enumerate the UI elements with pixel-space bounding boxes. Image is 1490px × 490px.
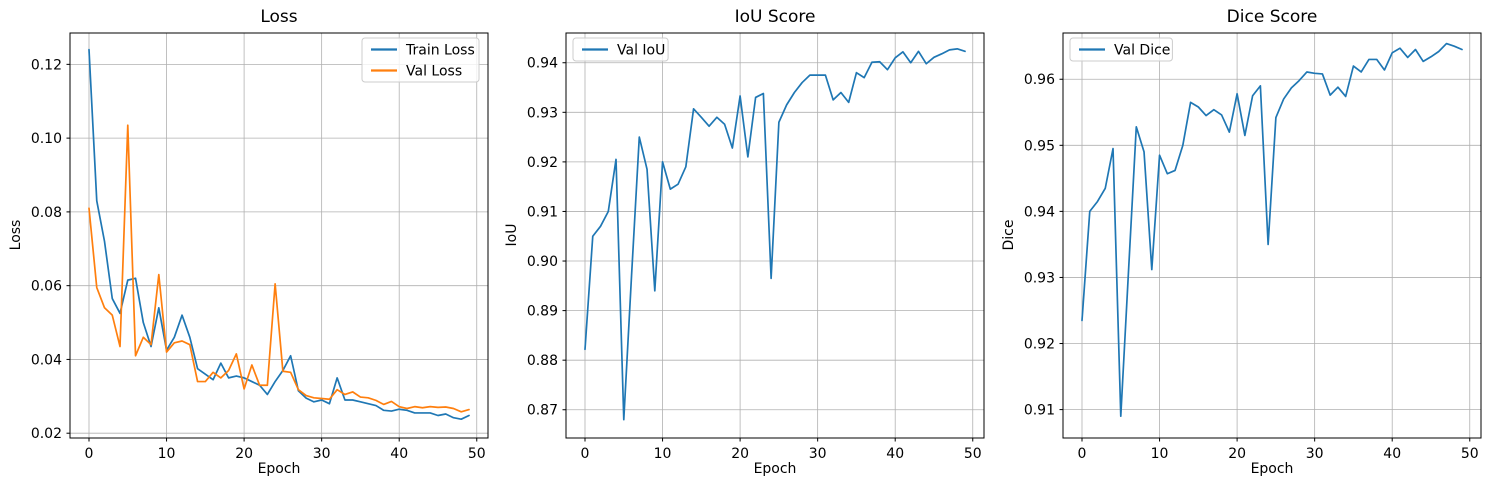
y-axis-label-dice: Dice [1001,219,1017,251]
y-tick-label: 0.08 [31,205,62,221]
x-tick-label: 30 [1306,446,1324,462]
x-tick-label: 50 [468,446,486,462]
series-line-train-loss [88,48,470,421]
chart-title-iou: IoU Score [734,7,816,27]
x-axis-label-dice: Epoch [1250,461,1294,477]
x-tick-label: 40 [390,446,408,462]
y-tick-label: 0.87 [527,403,558,419]
chart-title-dice: Dice Score [1226,7,1318,27]
y-tick-label: 0.93 [527,105,558,121]
y-tick-label: 0.90 [527,254,558,270]
series-line-val-dice [1081,42,1463,418]
y-tick-label: 0.95 [1024,138,1055,154]
grid [70,33,488,438]
y-tick-label: 0.94 [527,56,558,72]
x-tick-label: 0 [1078,446,1087,462]
plot-border [1062,32,1482,439]
x-axis: 0 10 20 30 40 50 [85,438,486,462]
legend: Val IoU [572,37,669,62]
x-tick-label: 10 [158,446,176,462]
x-tick-label: 0 [581,446,590,462]
y-axis: 0.91 0.92 0.93 0.94 0.95 0.96 [1024,72,1063,419]
series-line-val-loss [88,124,470,413]
x-axis: 0 10 20 30 40 50 [1078,438,1479,462]
loss-chart-panel: 0 10 20 30 40 50 0.02 0.04 0.06 0.08 0.10 0.12 Train… [0,0,497,490]
y-tick-label: 0.89 [527,304,558,320]
grid [566,33,984,438]
loss-chart-plot: 0 10 20 30 40 50 0.02 0.04 0.06 0.08 0.10 0.12 Train… [31,32,489,462]
x-axis-label-iou: Epoch [753,461,797,477]
legend-label: Val Loss [406,64,462,80]
x-tick-label: 30 [313,446,331,462]
y-tick-label: 0.94 [1024,204,1055,220]
plot-border [565,32,985,439]
x-tick-label: 40 [886,446,904,462]
plot-border [69,32,489,439]
legend: Val Dice [1069,37,1173,62]
dice-chart-panel: 0 10 20 30 40 50 0.91 0.92 0.93 0.94 0.95 0.96 Val D… [993,0,1490,490]
y-tick-label: 0.91 [527,204,558,220]
y-axis-label-iou: IoU [504,223,520,247]
series-line-val-iou [584,48,966,421]
y-tick-label: 0.96 [1024,72,1055,88]
legend-box [1069,37,1173,62]
x-tick-label: 10 [654,446,672,462]
y-tick-label: 0.91 [1024,403,1055,419]
y-axis: 0.02 0.04 0.06 0.08 0.10 0.12 [31,57,70,442]
dice-chart-plot: 0 10 20 30 40 50 0.91 0.92 0.93 0.94 0.95 0.96 Val D… [1024,32,1482,462]
legend-label: Train Loss [405,43,475,59]
legend: Train Loss Val Loss [361,37,480,83]
iou-chart-plot: 0 10 20 30 40 500.870.880.890.900.910.920.930… [527,32,985,462]
x-tick-label: 50 [964,446,982,462]
legend-label: Val Dice [1114,43,1170,59]
y-tick-label: 0.04 [31,352,62,368]
y-tick-label: 0.06 [31,279,62,295]
legend-box [572,37,669,62]
y-tick-label: 0.93 [1024,270,1055,286]
grid [1063,33,1481,438]
x-tick-label: 0 [85,446,94,462]
y-tick-label: 0.92 [527,155,558,171]
x-tick-label: 20 [731,446,749,462]
legend-label: Val IoU [617,43,665,59]
x-axis: 0 10 20 30 40 50 [581,438,982,462]
x-tick-label: 20 [1228,446,1246,462]
chart-title-loss: Loss [260,7,298,27]
y-tick-label: 0.92 [1024,337,1055,353]
y-axis-label-loss: Loss [8,219,24,251]
x-tick-label: 20 [235,446,253,462]
iou-chart-panel: 0 10 20 30 40 50 0.87 0.88 0.89 0.90 0.91 0.92 0.93 0… [496,0,993,490]
x-tick-label: 40 [1383,446,1401,462]
x-tick-label: 10 [1151,446,1169,462]
x-tick-label: 50 [1461,446,1479,462]
y-tick-label: 0.02 [31,426,62,442]
y-tick-label: 0.12 [31,57,62,73]
x-tick-label: 30 [809,446,827,462]
y-axis: 0.87 0.88 0.89 0.90 0.91 0.92 0.93 0.94 [527,56,566,419]
x-axis-label-loss: Epoch [257,461,301,477]
y-tick-label: 0.88 [527,353,558,369]
y-tick-label: 0.10 [31,131,62,147]
